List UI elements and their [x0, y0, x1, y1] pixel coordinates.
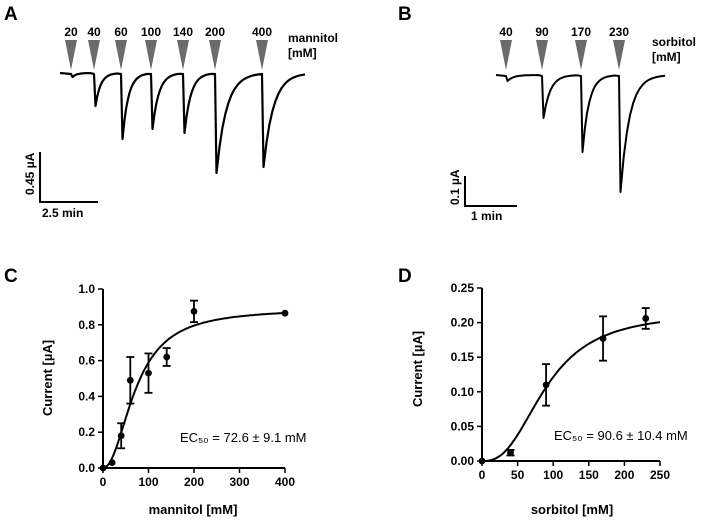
y-tick-label: 0.10: [451, 385, 475, 399]
panel-a-current-trace: [59, 71, 306, 175]
panel-a-concentration-labels: 20 40 60 100 140 200 400: [64, 25, 272, 39]
x-tick-label: 100: [138, 475, 158, 489]
hill-fit-line: [482, 321, 661, 462]
panel-b-scale-y-label: 0.1 µA: [448, 169, 462, 205]
concentration-label: 40: [87, 25, 101, 39]
concentration-label: 60: [114, 25, 128, 39]
panel-a-scale-y-label: 0.45 µA: [23, 152, 37, 195]
data-point: [163, 353, 171, 361]
y-tick-label: 0.00: [451, 454, 475, 468]
data-point: [507, 449, 514, 457]
panel-d-chart: 0 50 100 150 200 2500.000.050.100.150.200.25 …: [410, 281, 688, 517]
x-tick-label: 100: [543, 468, 563, 482]
data-point: [190, 307, 198, 315]
x-tick-label: 150: [579, 468, 599, 482]
data-point: [145, 369, 152, 377]
panel-a-trace: 20 40 60 100 140 200 400 mannitol [mM] 0.45 µA…: [23, 25, 338, 220]
y-tick-label: 0.6: [78, 354, 95, 368]
data-point: [126, 376, 134, 384]
panel-c-axes: 0 100 200 300 400 0.0 0.2 0.4 0.6 0.8 1.0: [78, 282, 295, 489]
hill-fit-line: [102, 312, 286, 469]
panel-b-scale-bar: [464, 176, 517, 207]
concentration-label: 230: [609, 25, 629, 39]
panel-a-agent-label: mannitol: [288, 31, 338, 45]
panel-a-scale-x-label: 2.5 min: [42, 206, 83, 220]
x-tick-label: 200: [614, 468, 634, 482]
y-tick-label: 0.15: [451, 350, 475, 364]
data-point: [117, 432, 125, 440]
panel-letter-a: A: [4, 4, 18, 25]
panel-d-ec50-annotation: EC₅₀ = 90.6 ± 10.4 mM: [554, 428, 688, 443]
x-tick-label: 0: [479, 468, 486, 482]
concentration-label: 200: [205, 25, 225, 39]
panel-b-scale-x-label: 1 min: [471, 209, 502, 223]
application-arrow-icon: [613, 40, 625, 70]
panel-d-axes: 0 50 100 150 200 250 0.00 0.05 0.10 0.15 0.20 0.25: [451, 281, 671, 482]
y-tick-label: 0.8: [78, 318, 95, 332]
panel-a-scale-bar: [39, 152, 98, 203]
data-point: [108, 459, 116, 467]
data-point: [478, 457, 486, 465]
panel-c-chart: 0 100 200 300 400 0.0 0.2 0.4 0.6 0.8 1.0 mannitol…: [40, 282, 307, 517]
panel-c-ec50-annotation: EC₅₀ = 72.6 ± 9.1 mM: [180, 430, 307, 445]
concentration-label: 100: [141, 25, 161, 39]
x-tick-label: 50: [511, 468, 525, 482]
concentration-label: 20: [64, 25, 78, 39]
panel-c-x-axis-title: mannitol [mM]: [149, 502, 238, 517]
concentration-label: 400: [252, 25, 272, 39]
y-tick-label: 1.0: [78, 282, 95, 296]
panel-d-y-axis-title: Current [µA]: [410, 331, 425, 407]
panel-letter-b: B: [398, 4, 412, 25]
x-tick-label: 300: [229, 475, 249, 489]
panel-c-data-points: [99, 299, 289, 472]
panel-c-y-axis-title: Current [µA]: [40, 340, 55, 416]
panel-b-current-trace: [495, 74, 666, 193]
application-arrow-icon: [209, 40, 221, 70]
concentration-label: 140: [173, 25, 193, 39]
panel-a-application-markers: [65, 40, 268, 70]
application-arrow-icon: [145, 40, 157, 70]
application-arrow-icon: [65, 40, 77, 70]
panel-a-unit-label: [mM]: [288, 46, 317, 60]
application-arrow-icon: [536, 40, 548, 70]
y-tick-label: 0.2: [78, 425, 95, 439]
panel-b-concentration-labels: 40 90 170 230: [499, 25, 629, 39]
y-tick-label: 0.05: [451, 419, 475, 433]
panel-letter-d: D: [398, 266, 412, 287]
x-tick-label: 200: [184, 475, 204, 489]
data-point: [281, 309, 289, 317]
application-arrow-icon: [177, 40, 189, 70]
panel-b-unit-label: [mM]: [652, 50, 681, 64]
data-point: [642, 315, 650, 322]
application-arrow-icon: [500, 40, 512, 70]
panel-d-fit-curve: [482, 321, 661, 462]
x-tick-label: 400: [275, 475, 295, 489]
panel-c-fit-curve: [102, 312, 286, 469]
concentration-label: 170: [571, 25, 591, 39]
y-tick-label: 0.20: [451, 316, 475, 330]
panel-d-data-points: [478, 307, 650, 465]
panel-d-x-axis-title: sorbitol [mM]: [531, 502, 613, 517]
x-tick-label: 0: [100, 475, 107, 489]
data-point: [542, 381, 550, 389]
application-arrow-icon: [256, 40, 268, 70]
data-point: [599, 335, 607, 342]
panel-letter-c: C: [4, 266, 18, 287]
concentration-label: 90: [535, 25, 549, 39]
x-tick-label: 250: [650, 468, 670, 482]
concentration-label: 40: [499, 25, 513, 39]
application-arrow-icon: [88, 40, 100, 70]
panel-b-trace: 40 90 170 230 sorbitol [mM] 0.1 µA 1 min: [448, 25, 696, 223]
data-point: [99, 464, 107, 472]
y-tick-label: 0.0: [78, 461, 95, 475]
panel-b-application-markers: [500, 40, 625, 70]
application-arrow-icon: [115, 40, 127, 70]
y-tick-label: 0.25: [451, 281, 475, 295]
y-tick-label: 0.4: [78, 389, 95, 403]
application-arrow-icon: [575, 40, 587, 70]
panel-b-agent-label: sorbitol: [652, 35, 696, 49]
